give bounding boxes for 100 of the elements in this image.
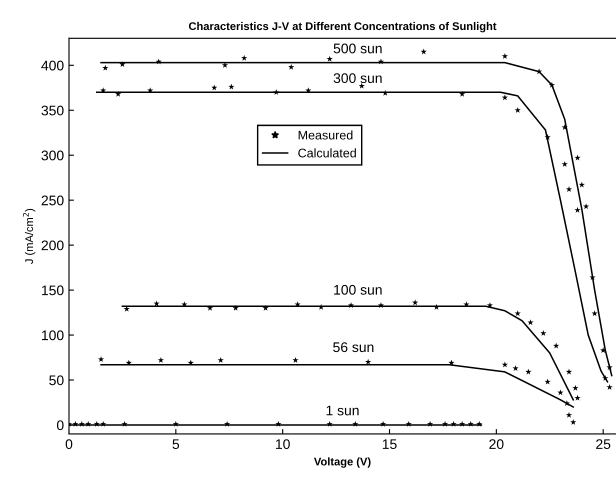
point bbox=[572, 384, 578, 391]
y-tick-label: 400 bbox=[41, 60, 64, 70]
point bbox=[566, 186, 572, 192]
point bbox=[78, 420, 85, 427]
point bbox=[358, 82, 365, 89]
point bbox=[486, 302, 494, 308]
point bbox=[412, 299, 418, 306]
point bbox=[553, 342, 560, 348]
x-tick-label: 10 bbox=[276, 439, 290, 450]
point bbox=[232, 304, 239, 311]
point bbox=[100, 420, 106, 427]
point bbox=[172, 420, 179, 427]
point bbox=[459, 420, 466, 427]
point bbox=[450, 420, 457, 427]
x-axis-title: Voltage (V) bbox=[314, 457, 371, 468]
point bbox=[570, 419, 576, 425]
annotation: 100 sun bbox=[334, 284, 382, 295]
point bbox=[512, 365, 519, 371]
point bbox=[606, 384, 613, 390]
point bbox=[406, 420, 412, 427]
y-tick-label: 300 bbox=[41, 150, 64, 160]
annotation: 500 sun bbox=[334, 44, 382, 54]
x-tick-label: 5 bbox=[172, 439, 180, 450]
point bbox=[352, 420, 358, 427]
point bbox=[562, 124, 568, 130]
point bbox=[582, 203, 590, 210]
point bbox=[600, 347, 606, 353]
y-tick-label: 350 bbox=[41, 106, 64, 116]
point bbox=[294, 301, 301, 308]
point bbox=[121, 420, 128, 427]
y-tick-label: 100 bbox=[42, 330, 64, 340]
point bbox=[574, 394, 581, 401]
point bbox=[292, 356, 299, 363]
point bbox=[98, 356, 104, 362]
point bbox=[206, 304, 214, 311]
point bbox=[502, 53, 508, 59]
point bbox=[527, 319, 534, 326]
point bbox=[305, 87, 312, 94]
point bbox=[578, 182, 585, 188]
point bbox=[156, 58, 162, 64]
point bbox=[72, 420, 78, 427]
point bbox=[85, 420, 92, 427]
point bbox=[502, 94, 508, 100]
point bbox=[514, 310, 521, 316]
point bbox=[544, 378, 551, 384]
point bbox=[502, 361, 508, 368]
point bbox=[562, 160, 568, 167]
point bbox=[224, 420, 230, 427]
point bbox=[115, 90, 122, 97]
annotation: 300 sun bbox=[334, 73, 382, 84]
point bbox=[566, 412, 572, 418]
point bbox=[102, 64, 108, 71]
legend-label: Measured bbox=[298, 130, 352, 140]
point bbox=[602, 374, 608, 381]
point bbox=[459, 90, 466, 97]
point bbox=[126, 360, 132, 366]
point bbox=[380, 420, 386, 427]
annotation: 56 sun bbox=[333, 342, 374, 352]
point bbox=[348, 302, 354, 308]
point bbox=[94, 420, 100, 427]
point bbox=[326, 420, 333, 427]
point bbox=[288, 64, 294, 70]
point bbox=[273, 89, 280, 95]
point bbox=[544, 134, 551, 140]
x-tick-label: 0 bbox=[66, 439, 72, 450]
x-tick-label: 15 bbox=[382, 439, 397, 450]
point bbox=[378, 302, 384, 308]
point bbox=[262, 304, 269, 311]
point bbox=[476, 420, 482, 427]
point bbox=[218, 356, 224, 363]
point bbox=[564, 400, 570, 406]
point bbox=[525, 368, 532, 375]
point bbox=[147, 87, 154, 94]
point bbox=[592, 310, 598, 316]
point bbox=[442, 420, 448, 427]
point bbox=[326, 56, 333, 62]
point bbox=[119, 61, 126, 68]
point bbox=[228, 84, 234, 90]
point bbox=[427, 420, 434, 427]
y-tick-label: 250 bbox=[42, 196, 64, 206]
x-tick-label: 25 bbox=[596, 439, 610, 450]
point bbox=[100, 87, 106, 94]
point bbox=[606, 364, 613, 370]
legend-label: Calculated bbox=[298, 148, 356, 158]
point bbox=[574, 206, 581, 213]
y-tick-label: 200 bbox=[42, 240, 64, 250]
y-axis-title: J (mA/cm$^{2}$) bbox=[22, 208, 36, 264]
y-tick-label: 150 bbox=[42, 285, 64, 296]
point bbox=[275, 420, 282, 427]
point bbox=[158, 356, 164, 363]
y-tick-label: 0 bbox=[56, 420, 64, 430]
point bbox=[211, 84, 218, 90]
point bbox=[188, 360, 194, 366]
point bbox=[378, 58, 384, 64]
point bbox=[241, 54, 248, 61]
y-tick-label: 50 bbox=[49, 375, 64, 386]
point bbox=[548, 82, 555, 88]
point bbox=[181, 301, 188, 308]
chart-title: Characteristics J-V at Different Concentrations of Sunlight bbox=[188, 22, 496, 32]
point bbox=[463, 301, 470, 308]
